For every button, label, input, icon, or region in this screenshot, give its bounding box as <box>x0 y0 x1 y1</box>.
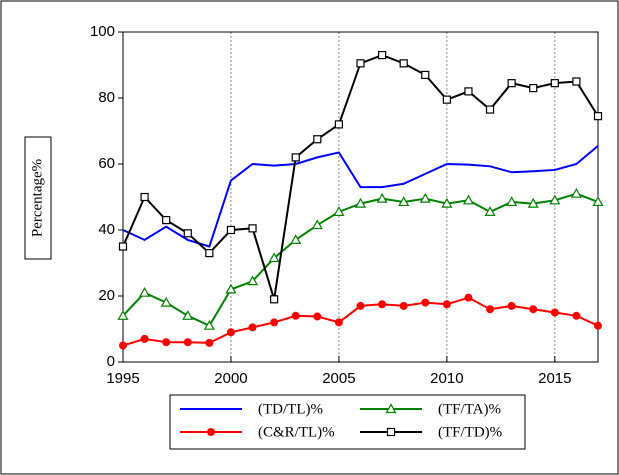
x-tick-label: 2000 <box>214 370 247 387</box>
point <box>270 318 279 327</box>
legend-label: (TF/TA)% <box>438 401 501 417</box>
point <box>334 120 344 129</box>
point <box>205 338 214 347</box>
point <box>356 301 365 310</box>
point <box>313 135 322 144</box>
point <box>377 50 387 60</box>
x-tick-label: 2015 <box>538 370 571 387</box>
point <box>464 87 473 96</box>
legend-marker <box>386 427 396 437</box>
point <box>333 206 345 216</box>
point <box>421 70 430 80</box>
y-tick-label: 0 <box>107 353 115 370</box>
point <box>464 293 473 302</box>
y-tick-label: 80 <box>98 89 115 106</box>
point <box>462 194 474 205</box>
legend <box>169 394 526 450</box>
point <box>398 196 410 207</box>
point <box>550 79 559 88</box>
point <box>356 59 365 68</box>
point <box>570 187 582 198</box>
point <box>226 225 236 235</box>
legend-label: (C&R/TL)% <box>258 424 335 440</box>
point <box>549 194 561 205</box>
point <box>225 283 237 294</box>
point <box>485 105 495 114</box>
y-axis-label: Percentage% <box>29 159 45 237</box>
point <box>118 242 128 251</box>
point <box>290 234 302 244</box>
legend-marker <box>207 428 215 436</box>
point <box>119 341 127 350</box>
point <box>205 249 214 258</box>
y-tick-label: 40 <box>98 221 115 238</box>
point <box>291 153 300 162</box>
point <box>529 83 538 93</box>
point <box>117 310 129 320</box>
point <box>162 216 171 225</box>
y-tick-label: 100 <box>90 23 115 40</box>
point <box>248 323 257 332</box>
point <box>183 338 192 347</box>
point <box>442 300 451 309</box>
x-tick-label: 1995 <box>106 370 139 387</box>
point <box>270 295 279 304</box>
point <box>160 296 172 307</box>
point <box>506 196 518 207</box>
point <box>226 328 235 337</box>
point <box>140 192 149 202</box>
point <box>311 219 323 230</box>
point <box>550 308 559 317</box>
point <box>572 77 581 86</box>
point <box>354 197 367 208</box>
point <box>291 311 300 320</box>
point <box>594 321 602 330</box>
y-tick-label: 20 <box>98 287 115 304</box>
point <box>399 59 408 68</box>
point <box>486 305 495 314</box>
point <box>527 197 539 208</box>
x-tick-label: 2010 <box>430 370 463 387</box>
point <box>399 301 408 310</box>
point <box>183 229 192 238</box>
point <box>419 192 431 203</box>
point <box>507 79 516 88</box>
legend-label: (TD/TL)% <box>258 401 323 417</box>
y-label-box <box>24 136 52 260</box>
point <box>442 95 451 104</box>
point <box>203 319 215 330</box>
point <box>139 286 151 297</box>
point <box>441 197 453 208</box>
point <box>484 206 496 216</box>
legend-marker <box>385 403 397 414</box>
x-tick-label: 2005 <box>322 370 355 387</box>
y-tick-label: 60 <box>98 155 115 172</box>
legend-label: (TF/TD)% <box>438 424 502 440</box>
point <box>162 338 171 347</box>
point <box>313 312 322 321</box>
point <box>378 300 387 309</box>
point <box>421 298 430 307</box>
point <box>592 196 604 207</box>
point <box>182 310 194 320</box>
point <box>593 112 603 121</box>
point <box>248 224 257 233</box>
point <box>334 318 343 327</box>
point <box>376 192 388 203</box>
point <box>140 334 149 343</box>
series-line <box>122 145 599 248</box>
point <box>572 311 581 320</box>
point <box>507 301 516 310</box>
point <box>247 275 259 286</box>
point <box>529 305 538 314</box>
point <box>268 252 280 263</box>
